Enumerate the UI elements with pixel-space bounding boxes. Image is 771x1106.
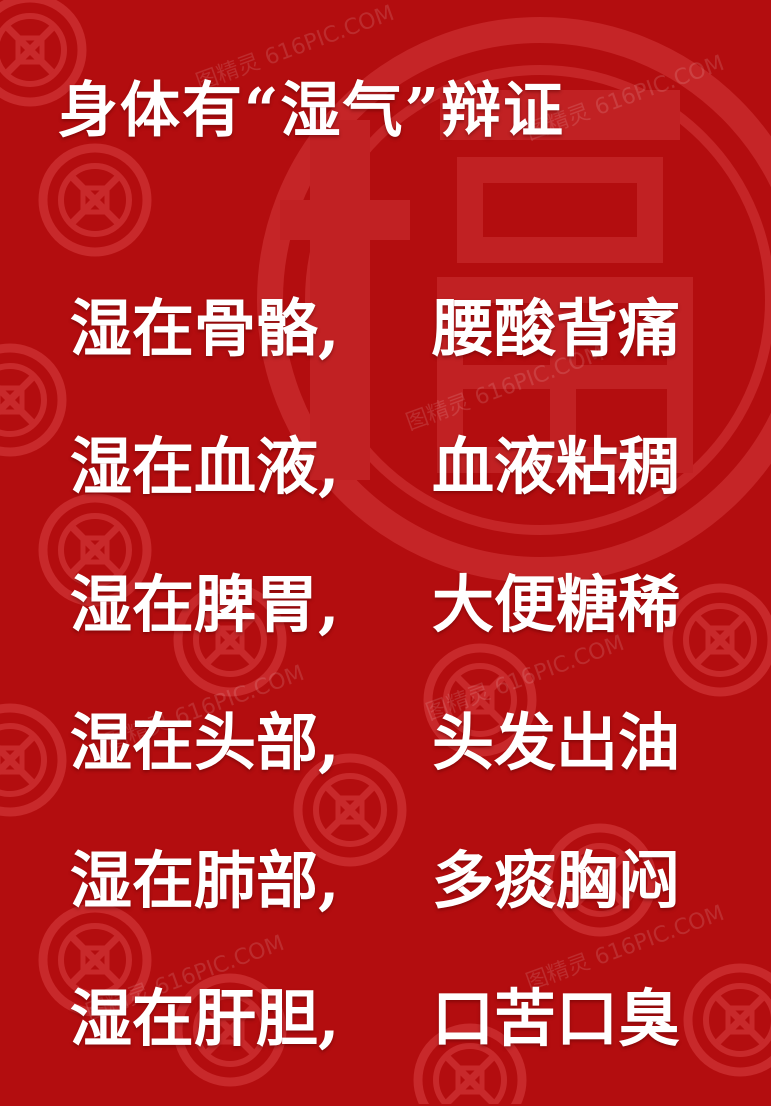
- page-title: 身体有“湿气”辩证: [58, 76, 566, 146]
- location-label: 湿在血液,: [70, 430, 340, 503]
- location-label: 湿在头部,: [70, 706, 340, 779]
- symptom-label: 血液粘稠: [432, 430, 681, 503]
- symptom-list: 湿在骨骼, 腰酸背痛 湿在血液, 血液粘稠 湿在脾胃, 大便糖稀 湿在头部, 头…: [70, 278, 730, 1106]
- symptom-row: 湿在肺部, 多痰胸闷: [70, 830, 730, 968]
- symptom-label: 头发出油: [432, 706, 681, 779]
- symptom-row: 湿在肝胆, 口苦口臭: [70, 968, 730, 1106]
- location-label: 湿在骨骼,: [70, 292, 340, 365]
- location-label: 湿在脾胃,: [70, 568, 340, 641]
- symptom-row: 湿在脾胃, 大便糖稀: [70, 554, 730, 692]
- symptom-row: 湿在头部, 头发出油: [70, 692, 730, 830]
- symptom-label: 口苦口臭: [432, 982, 681, 1055]
- symptom-label: 大便糖稀: [432, 568, 681, 641]
- symptom-label: 腰酸背痛: [432, 292, 681, 365]
- symptom-row: 湿在血液, 血液粘稠: [70, 416, 730, 554]
- symptom-row: 湿在骨骼, 腰酸背痛: [70, 278, 730, 416]
- location-label: 湿在肺部,: [70, 844, 340, 917]
- fu-character-seal-icon: [257, 17, 771, 583]
- symptom-label: 多痰胸闷: [432, 844, 681, 917]
- location-label: 湿在肝胆,: [70, 982, 340, 1055]
